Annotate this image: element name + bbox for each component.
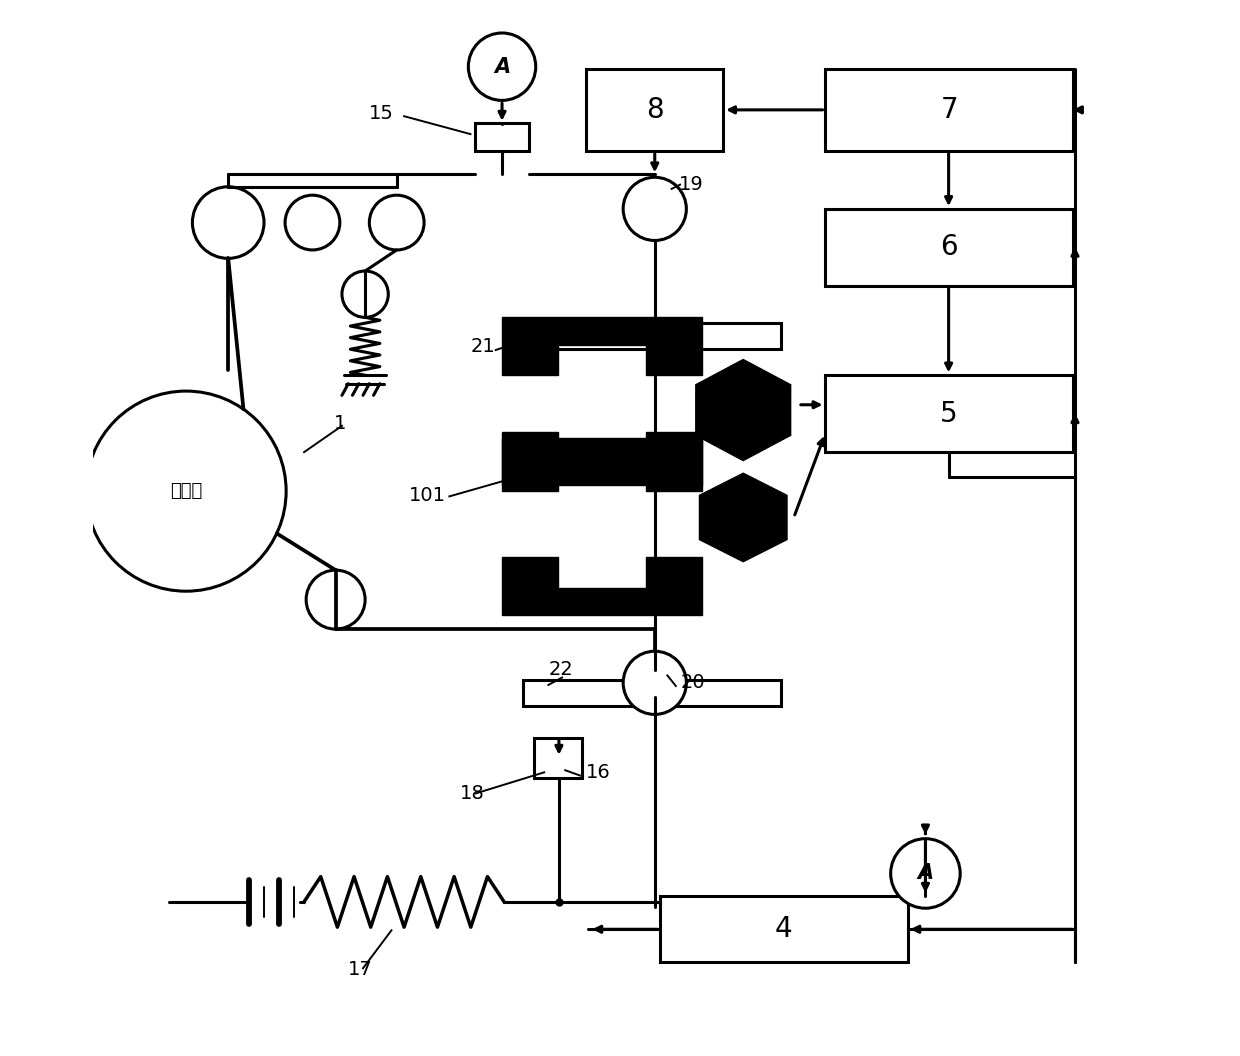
Circle shape (370, 195, 424, 250)
Text: 9: 9 (764, 526, 776, 545)
Text: 20: 20 (681, 673, 706, 692)
Circle shape (192, 187, 264, 259)
Text: 19: 19 (680, 175, 704, 194)
Bar (826, 69, 1073, 151)
Circle shape (624, 652, 687, 715)
Circle shape (285, 195, 340, 250)
Text: 17: 17 (348, 960, 373, 979)
Polygon shape (502, 318, 702, 375)
Circle shape (890, 838, 960, 908)
Polygon shape (502, 432, 702, 485)
Text: 101: 101 (409, 486, 446, 505)
Text: 15: 15 (370, 105, 394, 124)
Bar (475, 122, 529, 151)
Polygon shape (502, 558, 702, 616)
Text: A: A (918, 864, 934, 884)
Polygon shape (502, 438, 702, 491)
Text: 8: 8 (646, 96, 663, 124)
Text: 7: 7 (940, 96, 959, 124)
Circle shape (306, 570, 365, 629)
Text: 5: 5 (940, 400, 959, 428)
Bar (533, 737, 582, 777)
Text: 储丝筒: 储丝筒 (170, 483, 202, 501)
Circle shape (342, 271, 388, 318)
Bar (523, 680, 781, 706)
Text: 21: 21 (470, 337, 495, 356)
Circle shape (469, 33, 536, 100)
Text: 4: 4 (775, 914, 792, 943)
Text: 22: 22 (548, 660, 573, 679)
Bar (826, 375, 1073, 452)
Text: 6: 6 (940, 233, 959, 261)
Bar (826, 209, 1073, 286)
Text: 1: 1 (334, 414, 346, 433)
Circle shape (86, 391, 286, 591)
Polygon shape (696, 359, 791, 460)
Text: A: A (494, 57, 510, 77)
Polygon shape (699, 473, 787, 562)
Bar (523, 323, 781, 348)
Bar (660, 895, 908, 962)
Bar (587, 69, 723, 151)
Text: 16: 16 (587, 762, 611, 781)
Text: 18: 18 (460, 784, 485, 803)
Circle shape (624, 177, 687, 241)
